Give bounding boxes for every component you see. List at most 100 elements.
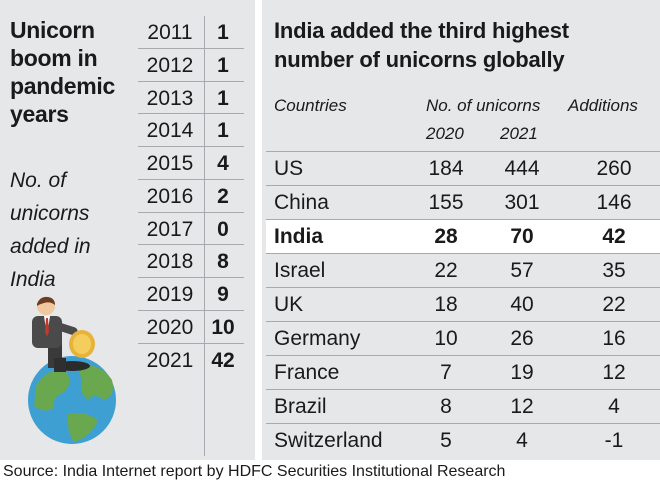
country-name-cell: UK xyxy=(274,293,304,316)
country-row: Israel 22 57 35 xyxy=(266,253,660,287)
year-cell: 2017 xyxy=(146,217,194,241)
left-title-line: Unicorn xyxy=(10,17,95,43)
panel-gutter xyxy=(255,0,262,460)
unicorns-2020-cell: 22 xyxy=(434,259,458,282)
unicorns-2020-cell: 155 xyxy=(428,191,464,214)
country-row: China 155 301 146 xyxy=(266,185,660,219)
year-row: 2018 8 xyxy=(138,245,244,278)
year-cell: 2014 xyxy=(146,119,194,143)
additions-cell: -1 xyxy=(604,429,624,452)
left-title-line: pandemic xyxy=(10,73,115,99)
coin-icon xyxy=(69,330,95,358)
country-name-cell: France xyxy=(274,361,340,384)
country-row: Brazil 8 12 4 xyxy=(266,389,660,423)
country-table: US 184 444 260 China 155 301 146 India 28 70 42 Isra… xyxy=(266,151,660,457)
year-cell: 2020 xyxy=(146,315,194,339)
country-row: US 184 444 260 xyxy=(266,151,660,185)
unicorns-2021-cell: 444 xyxy=(504,157,540,180)
unicorns-2021-cell: 19 xyxy=(510,361,534,384)
right-title-line: India added the third highest xyxy=(274,18,569,43)
country-row: UK 18 40 22 xyxy=(266,287,660,321)
left-subtitle: No. of unicorns added in India xyxy=(10,164,138,296)
year-table-divider xyxy=(204,16,205,456)
year-row: 2017 0 xyxy=(138,213,244,246)
left-subtitle-line: India xyxy=(10,268,56,291)
additions-cell: 4 xyxy=(608,395,620,418)
unicorn-count-cell: 10 xyxy=(211,315,235,339)
unicorns-2021-cell: 4 xyxy=(516,429,528,452)
additions-cell: 146 xyxy=(596,191,632,214)
country-name-cell: Germany xyxy=(274,327,361,350)
year-cell: 2012 xyxy=(146,53,194,77)
year-cell: 2018 xyxy=(146,250,194,274)
additions-cell: 16 xyxy=(602,327,626,350)
year-cell: 2015 xyxy=(146,152,194,175)
unicorns-2020-cell: 5 xyxy=(440,429,452,452)
country-row-highlighted: India 28 70 42 xyxy=(266,219,660,253)
businessman-globe-illustration xyxy=(28,296,116,444)
country-name-cell: Brazil xyxy=(274,395,327,418)
unicorn-count-cell: 4 xyxy=(217,152,229,175)
right-title-line: number of unicorns globally xyxy=(274,47,565,72)
source-note: Source: India Internet report by HDFC Se… xyxy=(3,463,506,480)
year-row: 2020 10 xyxy=(138,311,244,344)
left-subtitle-line: unicorns xyxy=(10,202,90,225)
header-countries: Countries xyxy=(274,96,347,115)
header-year-2020: 2020 xyxy=(426,124,464,143)
unicorn-count-cell: 0 xyxy=(217,217,229,241)
header-additions: Additions xyxy=(568,96,638,115)
unicorn-count-cell: 1 xyxy=(217,86,229,110)
businessman-icon xyxy=(32,296,78,372)
country-name-cell: US xyxy=(274,157,304,180)
unicorn-count-cell: 9 xyxy=(217,283,229,306)
unicorn-count-cell: 1 xyxy=(217,119,229,143)
unicorns-2020-cell: 8 xyxy=(440,395,452,418)
unicorns-2021-cell: 12 xyxy=(510,395,534,418)
unicorns-2021-cell: 40 xyxy=(510,293,534,316)
year-row: 2016 2 xyxy=(138,180,244,213)
unicorns-2020-cell: 10 xyxy=(434,327,458,350)
unicorns-2021-cell: 26 xyxy=(510,327,534,350)
left-title: Unicorn boom in pandemic years xyxy=(10,16,138,128)
unicorns-2021-cell: 70 xyxy=(510,225,534,248)
unicorn-count-cell: 8 xyxy=(217,250,229,274)
unicorn-count-cell: 1 xyxy=(217,53,229,77)
unicorns-2020-cell: 28 xyxy=(434,225,458,248)
year-cell: 2019 xyxy=(146,283,194,306)
year-row: 2019 9 xyxy=(138,278,244,311)
left-title-line: years xyxy=(10,101,69,127)
country-row: Switzerland 5 4 -1 xyxy=(266,423,660,457)
unicorn-count-cell: 1 xyxy=(217,21,229,44)
year-cell: 2016 xyxy=(146,184,194,208)
additions-cell: 35 xyxy=(602,259,626,282)
additions-cell: 22 xyxy=(602,293,626,316)
year-row: 2013 1 xyxy=(138,82,244,115)
left-title-line: boom in xyxy=(10,45,98,71)
unicorns-2021-cell: 301 xyxy=(504,191,540,214)
country-name-cell: Switzerland xyxy=(274,429,383,452)
additions-cell: 12 xyxy=(602,361,626,384)
country-row: Germany 10 26 16 xyxy=(266,321,660,355)
right-title: India added the third highest number of … xyxy=(274,16,658,74)
header-no-of-unicorns: No. of unicorns xyxy=(426,96,541,115)
country-name-cell: India xyxy=(274,225,324,248)
year-row: 2012 1 xyxy=(138,49,244,82)
year-cell: 2011 xyxy=(147,21,193,44)
unicorn-count-cell: 2 xyxy=(217,184,229,208)
header-year-2021: 2021 xyxy=(500,124,538,143)
left-subtitle-line: added in xyxy=(10,235,91,258)
unicorns-2020-cell: 184 xyxy=(428,157,464,180)
year-row: 2021 42 xyxy=(138,344,244,377)
year-row: 2011 1 xyxy=(138,16,244,49)
additions-cell: 42 xyxy=(602,225,626,248)
year-cell: 2013 xyxy=(146,86,194,110)
year-cell: 2021 xyxy=(146,348,194,372)
year-row: 2015 4 xyxy=(138,147,244,180)
year-row: 2014 1 xyxy=(138,114,244,147)
year-table: 2011 1 2012 1 2013 1 2014 1 2015 4 2016 2 2017 0 2018 8… xyxy=(138,16,244,376)
country-row: France 7 19 12 xyxy=(266,355,660,389)
unicorns-2021-cell: 57 xyxy=(510,259,534,282)
additions-cell: 260 xyxy=(596,157,632,180)
infographic-panel: Unicorn boom in pandemic years No. of un… xyxy=(0,0,660,460)
country-name-cell: Israel xyxy=(274,259,326,282)
